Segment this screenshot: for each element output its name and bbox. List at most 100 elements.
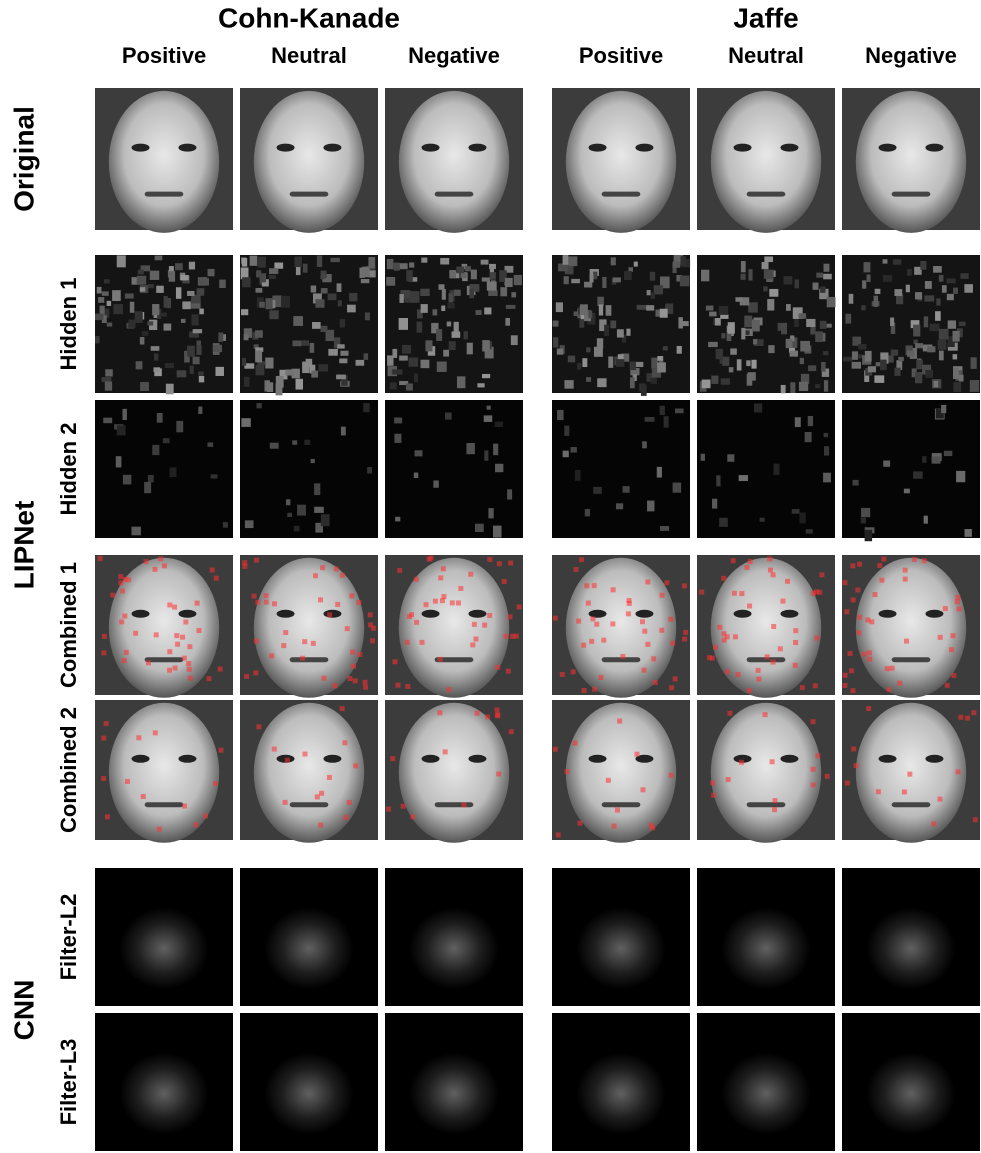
activation [417,322,423,333]
activation [739,475,748,481]
overlay-dot [943,606,948,611]
overlay-dot [711,793,716,798]
activation [449,293,453,302]
overlay-dot [965,716,970,721]
overlay-dot [496,771,501,776]
activation [651,378,657,384]
overlay-dot [867,650,872,655]
overlay-dot [851,597,856,602]
activation [487,281,497,290]
overlay-dot [727,711,732,716]
activation [630,361,636,370]
activation [781,385,786,393]
overlay-dot [825,774,830,779]
eye [734,610,752,618]
activation [719,518,728,527]
image-tile [240,88,378,233]
activation [599,304,603,315]
activation [164,324,172,331]
overlay-dot [669,685,674,690]
overlay-dot [351,664,356,669]
overlay-dot [747,688,752,693]
activation [861,305,865,310]
overlay-dot [931,821,936,826]
activation [394,263,400,271]
activation [799,313,807,318]
activation [392,349,397,358]
filter-response [571,898,670,989]
activation [177,370,187,377]
activation [964,284,973,293]
activation-bg [95,400,233,538]
activation [623,486,630,493]
overlay-dot [386,807,391,812]
activation [894,289,902,296]
overlay-dot [101,776,106,781]
activation [781,323,787,334]
activation [929,324,939,331]
activation [321,274,325,280]
activation [626,329,630,336]
activation [868,366,876,372]
activation [608,356,613,367]
overlay-dot [458,586,463,591]
filter-response [114,898,213,989]
activation [311,285,316,292]
overlay-dot [119,619,124,624]
eye [468,144,486,152]
overlay-dot [573,741,578,746]
section-label: Original [8,106,39,212]
overlay-dot [951,633,956,638]
image-tile [385,555,523,698]
activation [97,287,102,294]
activation [338,300,342,306]
figure: Cohn-KanadePositiveNeutralNegativeJaffeP… [0,0,981,1153]
activation [105,369,113,376]
overlay-dot [405,684,410,689]
overlay-dot [815,753,820,758]
overlay-dot [254,639,259,644]
image-tile [240,1013,378,1151]
activation [387,259,394,269]
overlay-dot [370,638,375,643]
activation [709,312,716,317]
activation [495,464,503,472]
overlay-dot [441,594,446,599]
activation [553,321,559,327]
activation [399,294,403,303]
activation [827,297,836,307]
activation [165,363,174,368]
activation [163,438,170,443]
activation [107,301,111,306]
overlay-dot [778,646,783,651]
mouth [145,192,184,197]
activation [297,505,306,516]
activation [965,529,972,537]
eye [468,610,486,618]
activation [328,349,337,356]
activation [128,320,135,328]
activation [606,305,612,316]
overlay-dot [903,577,908,582]
activation [815,384,820,388]
activation [953,368,959,379]
activation [493,526,502,538]
overlay-dot [335,602,340,607]
overlay-dot [118,580,123,585]
overlay-dot [951,673,956,678]
activation [641,384,647,396]
overlay-dot [327,612,332,617]
activation [746,360,750,366]
overlay-dot [461,802,466,807]
activation [720,314,728,318]
overlay-dot [397,568,402,573]
activation [593,272,597,280]
overlay-dot [438,657,443,662]
overlay-dot [645,642,650,647]
activation [341,427,346,436]
overlay-dot [510,634,515,639]
activation [482,340,489,351]
filter-response [259,1043,358,1134]
activation [303,264,308,273]
image-tile [385,700,523,843]
